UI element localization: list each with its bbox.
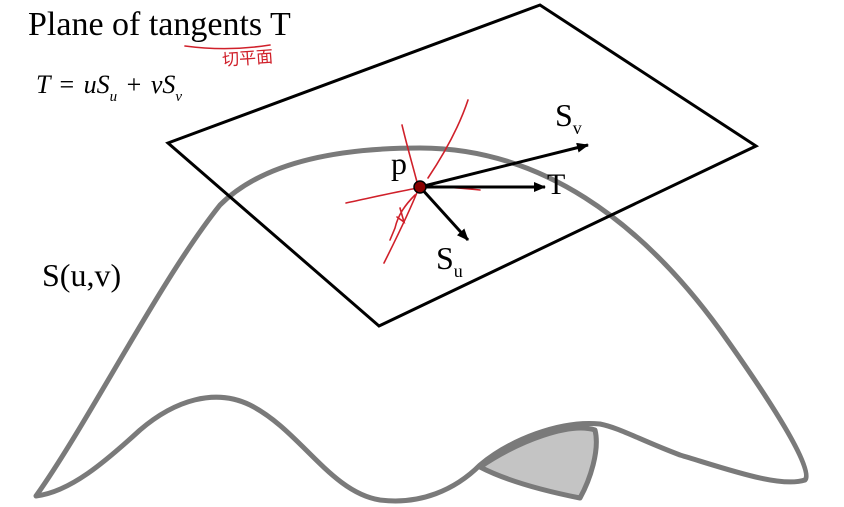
eq-s1: S (96, 70, 110, 99)
surface-outline (33, 145, 809, 504)
eq-s2: S (162, 70, 176, 99)
eq-equals: = (59, 70, 75, 99)
su-vector-label: Su (436, 240, 463, 281)
diagram-title: Plane of tangents T (28, 6, 291, 43)
su-arrow (418, 185, 470, 242)
su-main: S (436, 240, 454, 276)
sv-vector-label: Sv (555, 97, 582, 138)
eq-sub-u: u (109, 89, 118, 105)
sv-arrow (419, 142, 589, 189)
sv-sub: v (572, 118, 582, 138)
point-p-marker (413, 180, 427, 194)
sv-main: S (555, 97, 573, 133)
tangent-plane (165, 3, 760, 328)
t-vector-label: T (547, 168, 566, 201)
eq-lhs: T (36, 70, 50, 99)
eq-plus: + (126, 70, 142, 99)
surface-label: S(u,v) (42, 257, 122, 293)
handwritten-note: 切平面 (221, 47, 274, 71)
eq-u: u (83, 70, 97, 99)
surface-shadow (477, 425, 599, 501)
eq-v: v (150, 70, 163, 99)
tangent-equation: T = uSu + vSv (36, 70, 182, 105)
eq-sub-v: v (175, 89, 183, 105)
su-sub: u (453, 261, 463, 281)
point-label: p (391, 145, 407, 181)
